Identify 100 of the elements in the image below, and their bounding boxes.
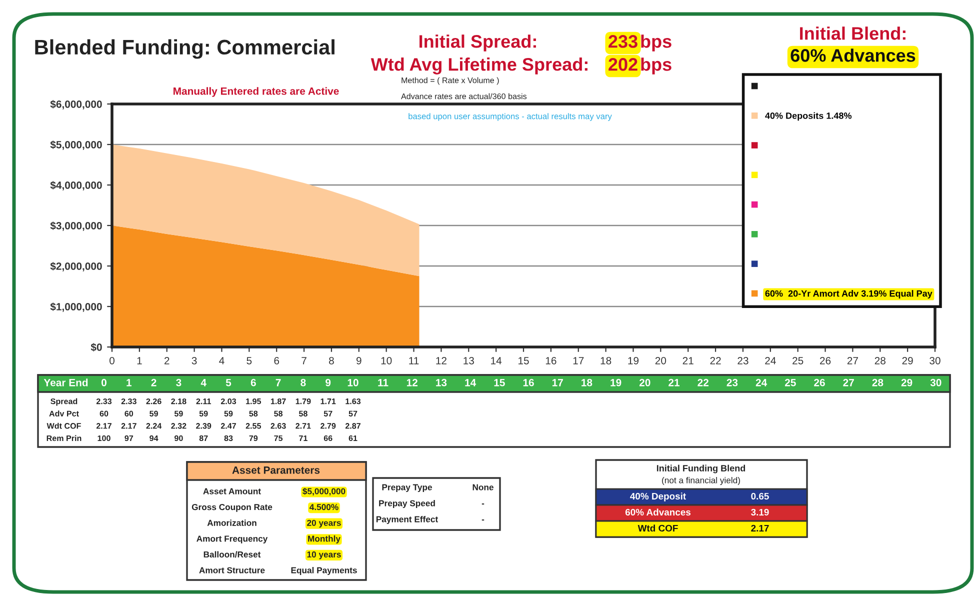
- y-tick-label: $3,000,000: [50, 222, 102, 231]
- text: 6: [250, 378, 256, 386]
- text: 2.71: [296, 423, 311, 429]
- text: 59: [224, 410, 233, 416]
- text: 58: [274, 410, 283, 416]
- text: Wtd COF: [638, 524, 678, 532]
- y-tick-label: $0: [90, 343, 102, 352]
- text: 66: [324, 435, 332, 442]
- text: 57: [324, 410, 332, 416]
- text: 2.18: [171, 398, 186, 404]
- text: 14: [465, 379, 476, 386]
- text: 27: [843, 378, 854, 386]
- text: Wdt COF: [46, 422, 81, 429]
- text: 11: [378, 379, 388, 386]
- text: Rem Prin: [46, 435, 82, 442]
- text: 2.55: [246, 423, 262, 429]
- text: 71: [299, 435, 308, 441]
- text: 57: [348, 410, 358, 416]
- text: 233: [608, 35, 638, 48]
- text: 58: [298, 410, 308, 416]
- x-tick-label: 19: [628, 356, 639, 364]
- text: 4: [200, 379, 206, 386]
- text: Prepay Type: [382, 484, 432, 492]
- text: Amort Structure: [199, 567, 265, 574]
- text: Initial Funding Blend: [656, 464, 746, 474]
- text: Gross Coupon Rate: [192, 504, 272, 512]
- text: bps: [641, 34, 672, 52]
- text: 2.26: [146, 398, 162, 404]
- x-tick-label: 2: [164, 356, 170, 364]
- text: Asset Amount: [203, 488, 261, 494]
- x-tick-label: 24: [765, 356, 776, 364]
- text: 24: [756, 378, 768, 386]
- text: 4.500%: [310, 504, 338, 510]
- text: None: [472, 484, 494, 490]
- text: 1.95: [246, 398, 262, 404]
- text: 2.63: [270, 423, 286, 429]
- text: 75: [274, 435, 283, 442]
- text: 2.17: [121, 423, 136, 429]
- text: 59: [174, 410, 183, 416]
- text: 12: [406, 378, 418, 386]
- text: 202: [608, 58, 638, 71]
- text: Amorization: [207, 520, 256, 526]
- text: 79: [249, 435, 258, 442]
- x-tick-label: 17: [573, 357, 584, 364]
- y-tick-label: $6,000,000: [50, 100, 102, 110]
- text: 22: [698, 378, 708, 386]
- legend-label: 60% 20-Yr Amort Adv 3.19% Equal Pay: [765, 290, 932, 298]
- text: 2.24: [146, 423, 162, 429]
- y-tick-label: $5,000,000: [50, 140, 102, 150]
- text: 9: [326, 378, 331, 386]
- text: 21: [668, 378, 680, 386]
- x-tick-label: 27: [847, 356, 858, 364]
- text: 97: [124, 435, 134, 442]
- text: Monthly: [308, 535, 340, 544]
- x-tick-label: 25: [792, 356, 804, 364]
- text: 2.47: [220, 423, 236, 429]
- x-tick-label: 5: [246, 357, 252, 364]
- x-tick-label: 0: [110, 356, 114, 364]
- text: Year End: [44, 378, 88, 386]
- x-tick-label: 7: [302, 357, 306, 364]
- x-tick-label: 4: [219, 357, 224, 364]
- text: 1: [126, 379, 132, 386]
- text: 94: [150, 435, 158, 442]
- text: 29: [901, 378, 912, 386]
- text: Equal Payments: [291, 566, 357, 576]
- text: 1.63: [346, 398, 361, 404]
- text: 60: [124, 410, 134, 416]
- x-tick-label: 3: [192, 356, 197, 364]
- text: $5,000,000: [302, 488, 346, 496]
- x-tick-label: 8: [329, 356, 334, 364]
- text: Adv Pct: [49, 410, 79, 416]
- text: 10: [348, 378, 358, 386]
- text: 17: [552, 379, 563, 386]
- text: Initial Spread:: [420, 34, 536, 52]
- x-tick-label: 16: [546, 356, 556, 364]
- text: -: [482, 519, 484, 521]
- x-tick-label: 23: [738, 356, 748, 364]
- chart-title: Blended Funding: Commercial: [35, 39, 334, 59]
- text: 3.19: [751, 508, 769, 516]
- text: 2.11: [196, 398, 211, 404]
- text: 16: [523, 378, 534, 386]
- text: Wtd Avg Lifetime Spread:: [370, 58, 588, 74]
- text: 3: [176, 378, 182, 386]
- text: 60% Advances: [790, 48, 916, 62]
- x-tick-label: 11: [409, 357, 419, 364]
- text: 23: [726, 378, 738, 386]
- text: 2: [151, 378, 156, 386]
- text: 60% Advances: [625, 508, 691, 516]
- x-tick-label: 10: [381, 356, 392, 364]
- x-tick-label: 20: [655, 356, 666, 364]
- text: 15: [494, 379, 505, 386]
- x-tick-label: 6: [274, 356, 280, 364]
- text: 20 years: [307, 520, 341, 528]
- text: 2.17: [96, 423, 112, 429]
- text: 2.33: [121, 398, 136, 404]
- x-tick-label: 26: [820, 356, 831, 364]
- x-tick-label: 13: [464, 356, 474, 364]
- text: Balloon/Reset: [204, 551, 261, 558]
- text: 28: [872, 378, 884, 386]
- text: (not a financial yield): [662, 476, 740, 486]
